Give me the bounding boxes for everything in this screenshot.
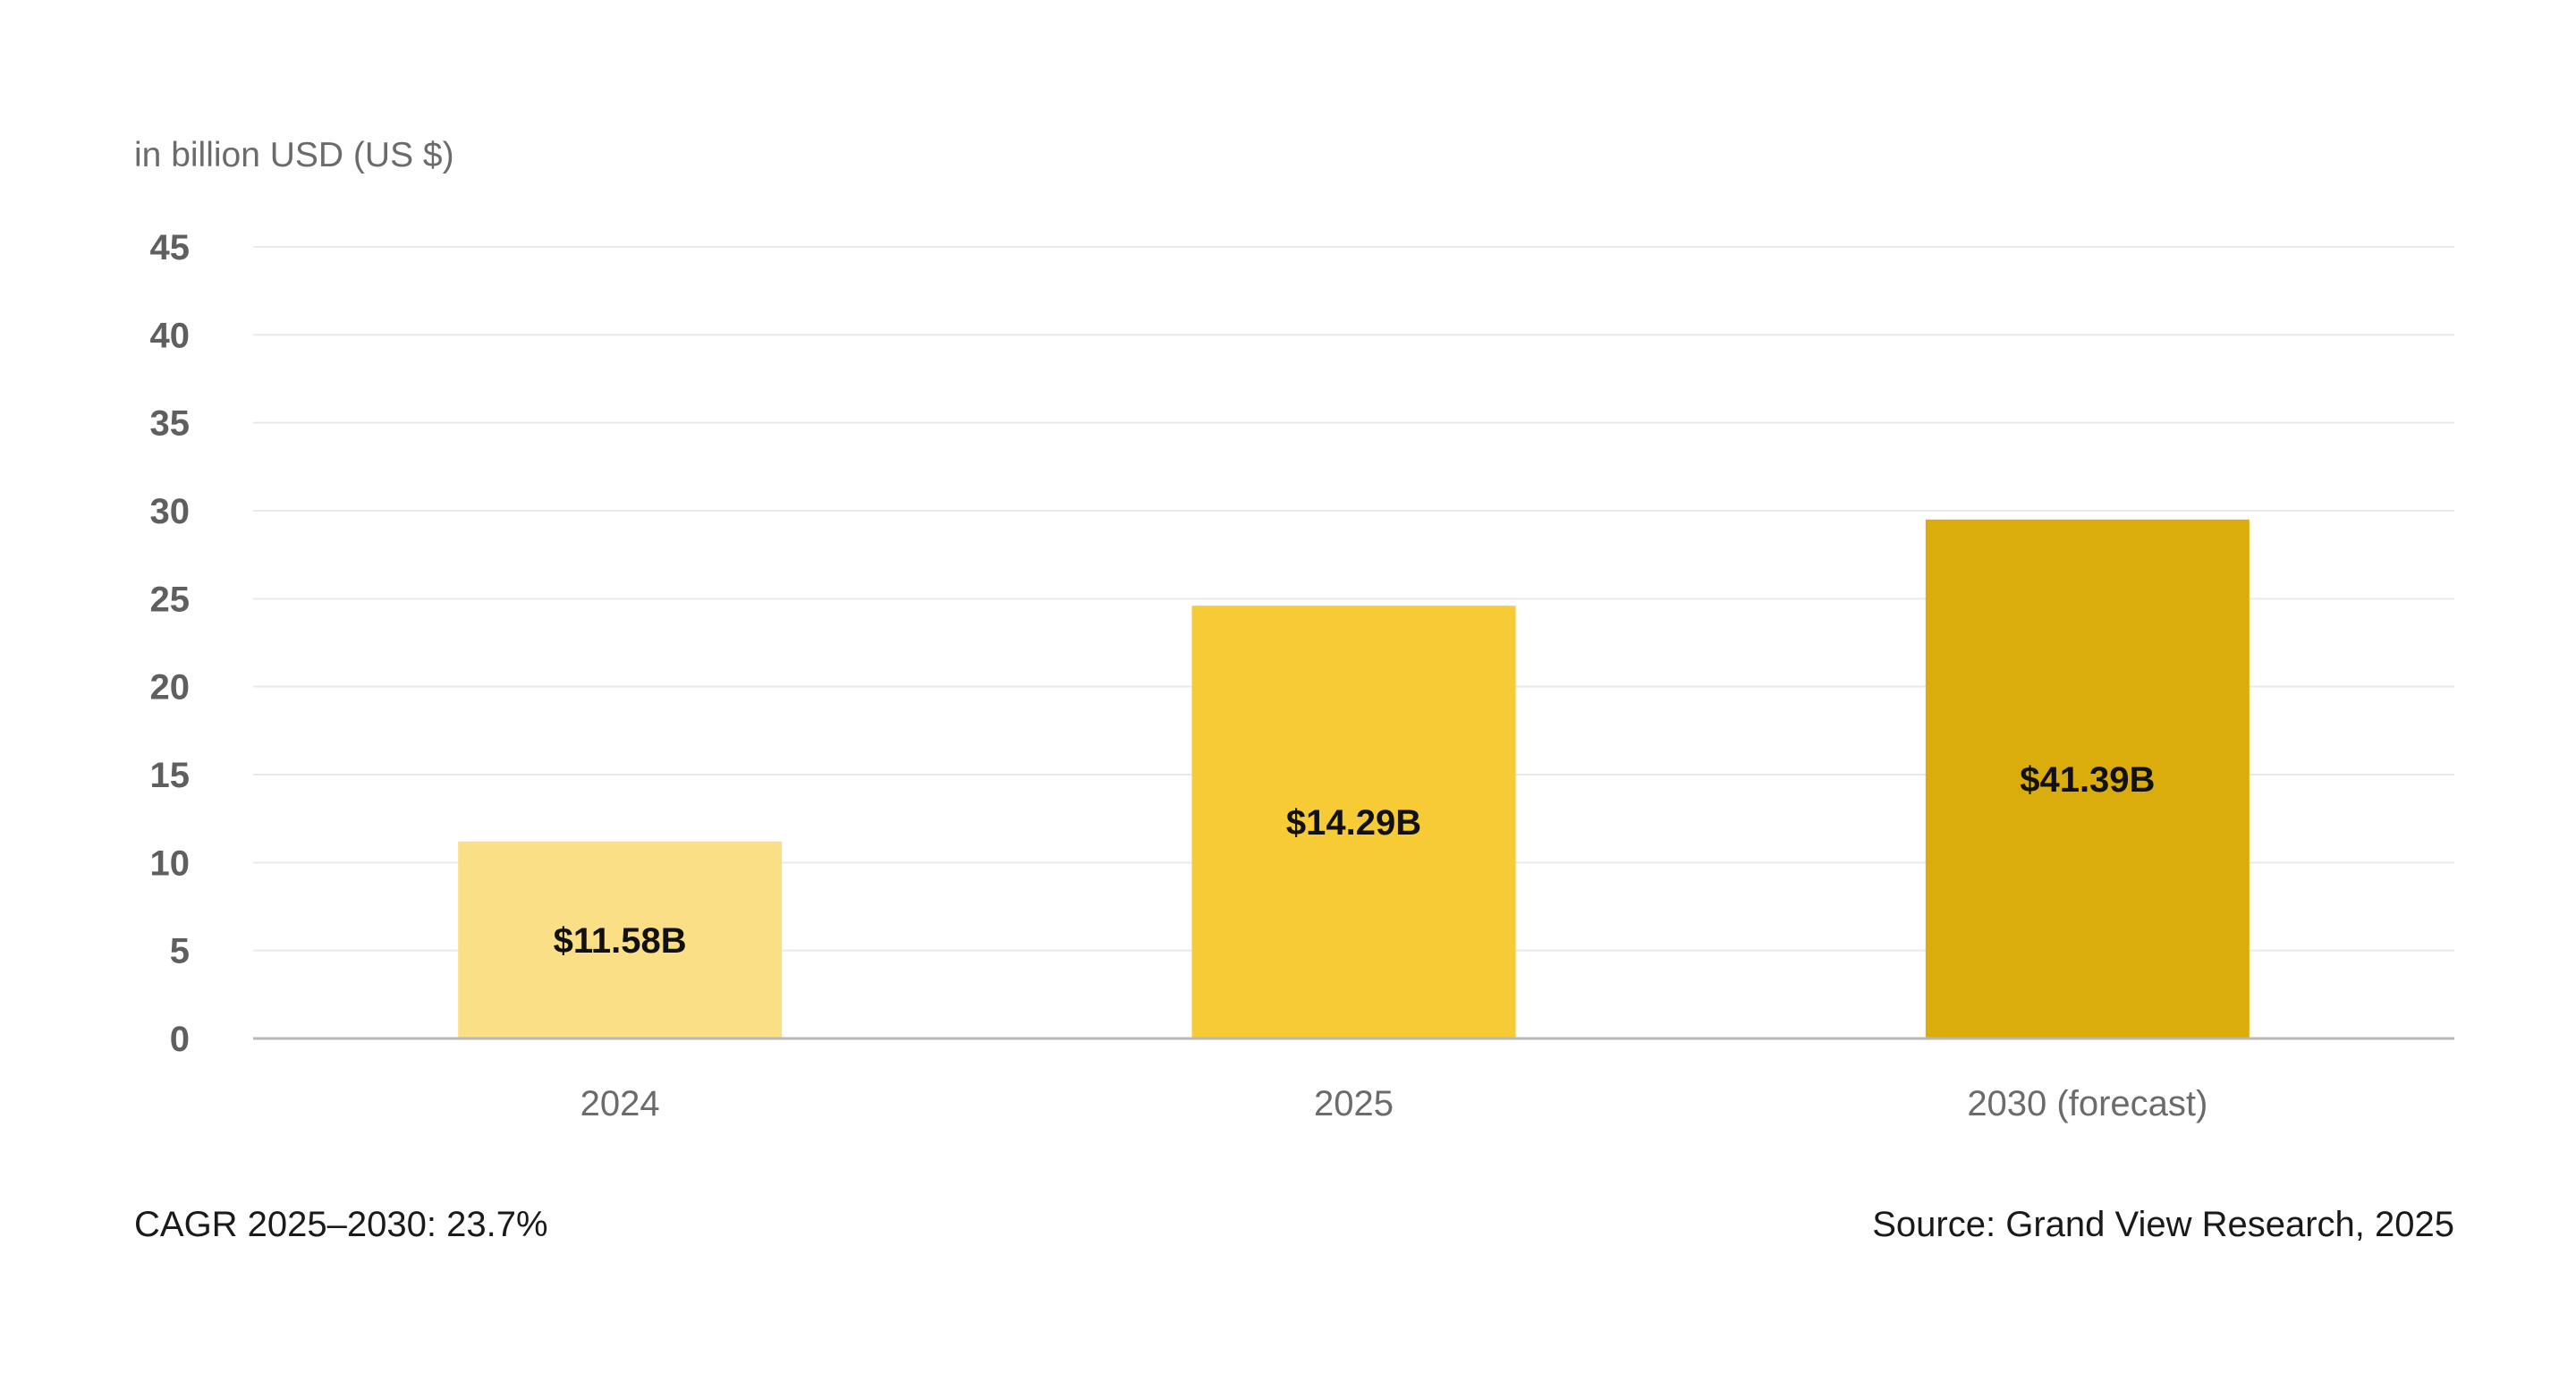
bar	[1925, 519, 2250, 1038]
source-note: Source: Grand View Research, 2025	[1872, 1205, 2454, 1244]
y-tick-label: 35	[150, 404, 191, 444]
bar-data-label: $11.58B	[554, 921, 687, 961]
y-tick-label: 0	[170, 1020, 190, 1059]
bar-data-label: $41.39B	[2020, 760, 2155, 800]
bar-data-labels: $11.58B $14.29B $41.39B	[554, 760, 2156, 961]
y-tick-label: 20	[150, 668, 191, 708]
y-tick-label: 10	[150, 843, 191, 883]
y-tick-label: 15	[150, 756, 191, 795]
y-axis-label: in billion USD (US $)	[134, 136, 454, 174]
y-tick-label: 25	[150, 580, 191, 619]
y-tick-label: 5	[170, 932, 190, 971]
bar-data-label: $14.29B	[1286, 803, 1421, 843]
bar	[1191, 606, 1516, 1038]
y-tick-label: 40	[150, 316, 191, 355]
x-tick-label: 2025	[1314, 1084, 1394, 1123]
y-tick-label: 45	[150, 228, 191, 267]
cagr-note: CAGR 2025–2030: 23.7%	[134, 1205, 548, 1244]
bars	[458, 519, 2250, 1038]
x-axis-ticks: 2024 2025 2030 (forecast)	[580, 1084, 2208, 1123]
x-tick-label: 2030 (forecast)	[1967, 1084, 2207, 1123]
y-tick-label: 30	[150, 492, 191, 531]
x-tick-label: 2024	[580, 1084, 660, 1123]
bar	[458, 841, 783, 1038]
y-axis-ticks: 0 5 10 15 20 25 30 35 40 45	[150, 228, 191, 1059]
